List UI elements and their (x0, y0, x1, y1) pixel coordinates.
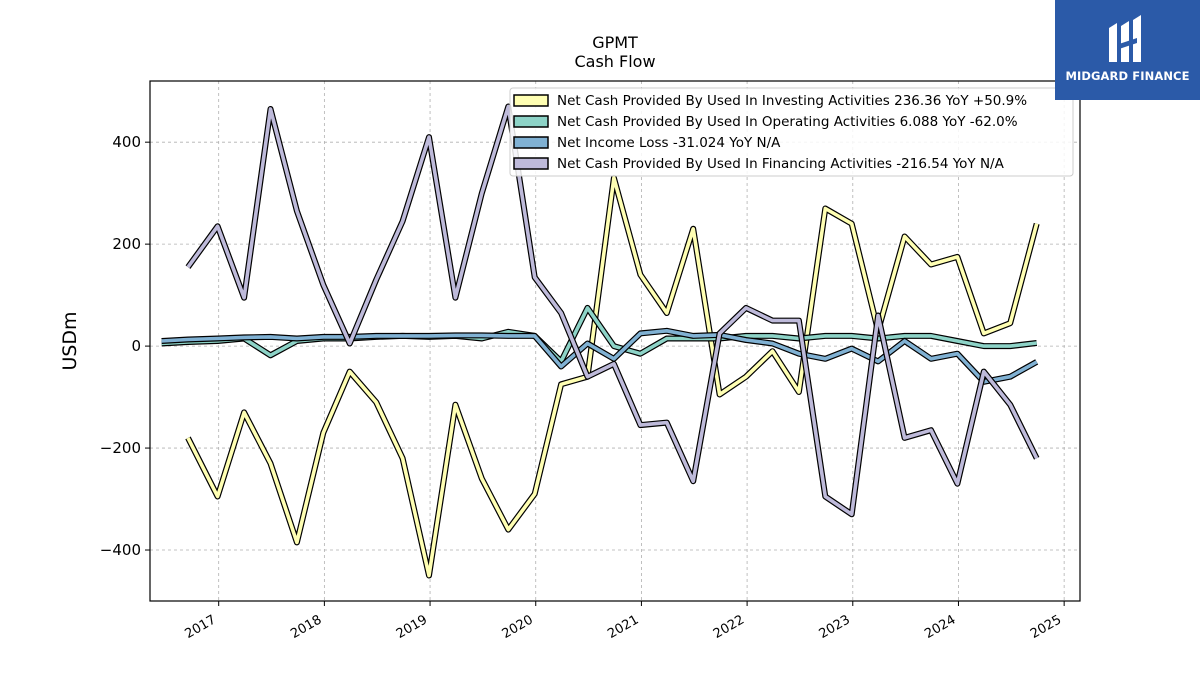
brand-name: MIDGARD FINANCE (1065, 69, 1190, 83)
chart-subtitle: Cash Flow (574, 52, 655, 71)
x-tick-label: 2024 (922, 612, 958, 642)
y-tick-label: −400 (100, 541, 141, 559)
x-tick-label: 2023 (817, 612, 853, 642)
legend-entry: Net Cash Provided By Used In Financing A… (557, 156, 1005, 172)
x-tick-label: 2025 (1028, 612, 1064, 642)
series-line (161, 327, 1039, 385)
y-axis-label: USDm (59, 311, 81, 370)
y-tick-label: −200 (100, 439, 141, 457)
series-line (185, 174, 1040, 579)
legend-entry: Net Cash Provided By Used In Operating A… (557, 114, 1018, 130)
legend-swatch (513, 115, 549, 128)
legend-swatch (513, 136, 549, 149)
legend-entry: Net Income Loss -31.024 YoY N/A (557, 135, 781, 151)
plot-frame (149, 80, 1081, 602)
axes: −400 −200 0 200 400 2017 2018 2019 2020 2021 2022 2… (100, 133, 1065, 642)
legend-swatch (513, 157, 549, 170)
legend-swatch (513, 94, 549, 107)
chart-title: GPMT (592, 33, 638, 52)
series-line-fill (186, 104, 1039, 517)
y-tick-label: 200 (112, 235, 141, 253)
y-tick-label: 400 (112, 133, 141, 151)
legend: Net Cash Provided By Used In Investing A… (509, 87, 1074, 177)
series-line-fill (186, 176, 1039, 578)
x-tick-label: 2019 (394, 612, 430, 642)
legend-entry: Net Cash Provided By Used In Investing A… (557, 93, 1027, 109)
series-layer (161, 103, 1040, 579)
brand-mark-icon (1109, 15, 1141, 62)
y-tick-label: 0 (131, 337, 141, 355)
x-tick-label: 2017 (183, 612, 219, 642)
x-tick-label: 2022 (711, 612, 747, 642)
x-tick-label: 2021 (605, 612, 641, 642)
series-line-fill (161, 328, 1038, 384)
x-tick-label: 2020 (500, 612, 536, 642)
legend-box (509, 87, 1074, 177)
series-line-outline (185, 174, 1040, 579)
x-tick-label: 2018 (288, 612, 324, 642)
series-line (185, 103, 1040, 518)
brand-logo: MIDGARD FINANCE (1055, 0, 1200, 100)
